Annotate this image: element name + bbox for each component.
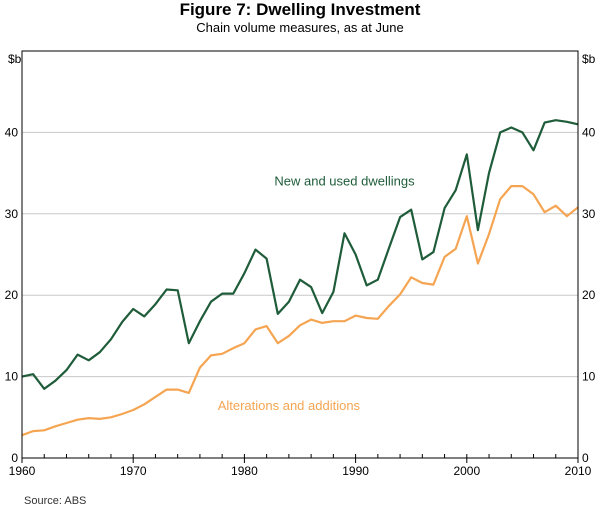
y-tick-label-left: 40 bbox=[5, 125, 19, 139]
x-tick-label: 2010 bbox=[565, 464, 592, 478]
label-new-and-used-dwellings: New and used dwellings bbox=[274, 173, 415, 188]
label-alterations-and-additions: Alterations and additions bbox=[218, 398, 361, 413]
y-tick-label-left: 0 bbox=[11, 451, 18, 465]
plot-area-frame bbox=[21, 50, 579, 459]
y-tick-label-left: 20 bbox=[5, 288, 19, 302]
y-tick-label-right: 40 bbox=[582, 125, 596, 139]
series-line-alterations-and-additions bbox=[21, 185, 579, 437]
chart-subtitle: Chain volume measures, as at June bbox=[196, 20, 403, 35]
x-tick-label: 1970 bbox=[120, 464, 147, 478]
y-tick-label-right: 0 bbox=[582, 451, 589, 465]
series-line-new-and-used-dwellings bbox=[21, 119, 579, 390]
x-tick-label: 1960 bbox=[9, 464, 36, 478]
x-tick-label: 1980 bbox=[231, 464, 258, 478]
y-tick-label-left: 10 bbox=[5, 370, 19, 384]
y-tick-label-right: 20 bbox=[582, 288, 596, 302]
x-tick-label: 2000 bbox=[453, 464, 480, 478]
axis-ticks: 0 0 10 10 20 20 30 30 40 40 1960 1970 1980 1990 2000 20… bbox=[5, 125, 596, 478]
y-tick-label-right: 10 bbox=[582, 370, 596, 384]
series-lines bbox=[21, 119, 579, 437]
y-tick-label-right: 30 bbox=[582, 207, 596, 221]
x-tick-label: 1990 bbox=[342, 464, 369, 478]
right-axis-unit: $b bbox=[582, 52, 596, 66]
left-axis-unit: $b bbox=[8, 52, 22, 66]
y-tick-label-left: 30 bbox=[5, 207, 19, 221]
source-note: Source: ABS bbox=[24, 495, 86, 507]
chart-title: Figure 7: Dwelling Investment bbox=[180, 0, 421, 19]
gridlines bbox=[22, 131, 578, 378]
